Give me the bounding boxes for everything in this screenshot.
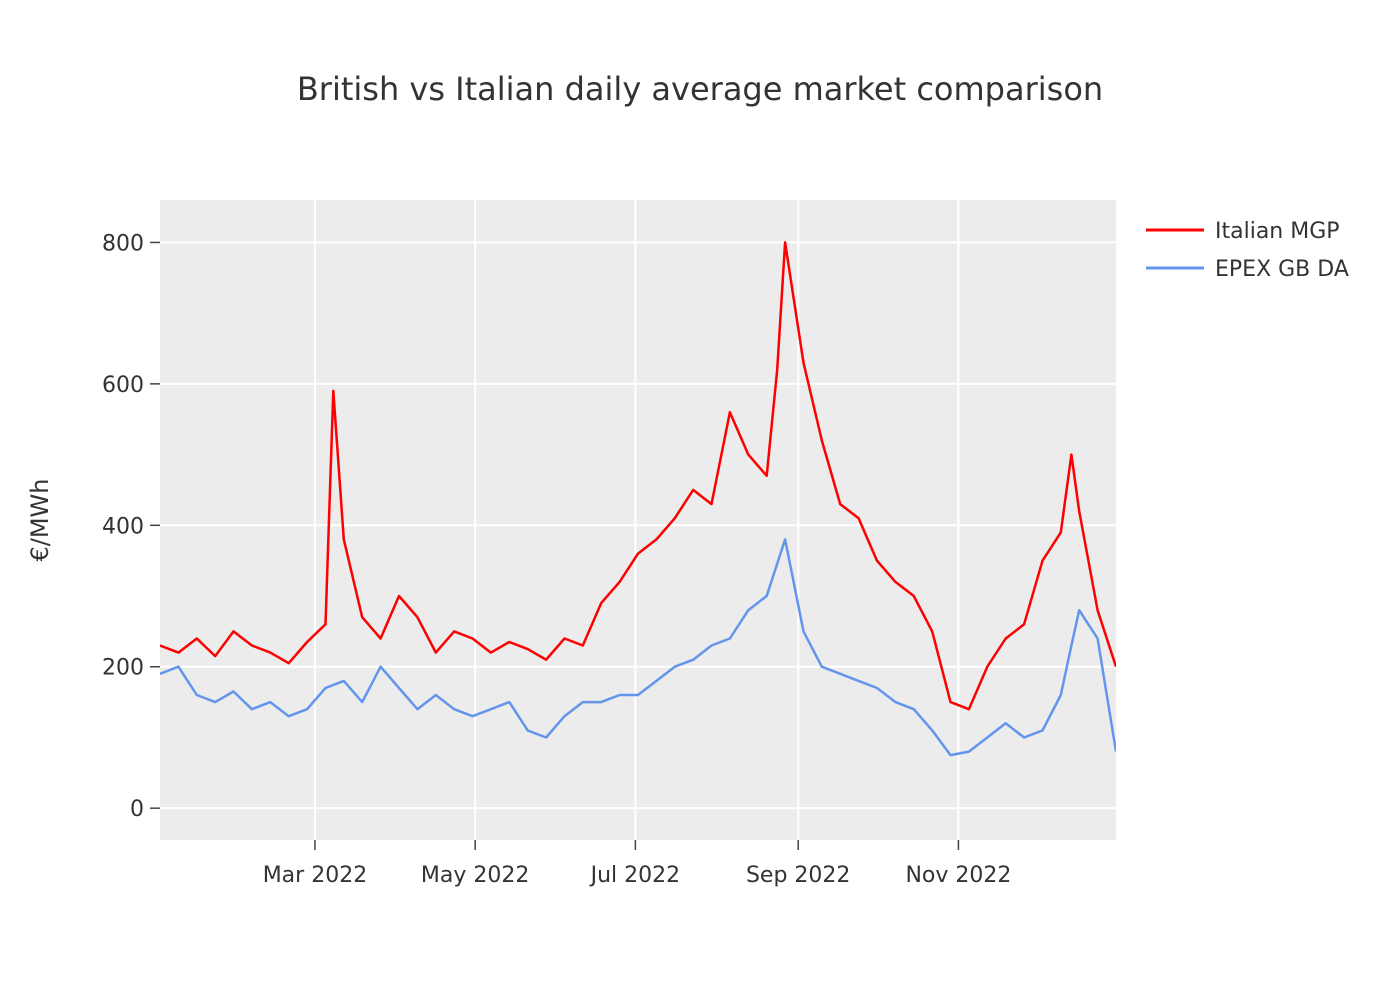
y-axis-label: €/MWh — [26, 478, 54, 561]
legend[interactable]: Italian MGP EPEX GB DA — [1146, 219, 1349, 282]
x-tick-label: Jul 2022 — [589, 863, 681, 888]
x-tick-label: Nov 2022 — [905, 863, 1011, 888]
x-tick-label: Mar 2022 — [263, 863, 368, 888]
y-tick-label: 200 — [102, 656, 144, 681]
y-gridlines — [160, 241, 1116, 810]
x-tick-label: May 2022 — [421, 863, 529, 888]
chart-title: British vs Italian daily average market … — [297, 70, 1103, 108]
legend-label: Italian MGP — [1215, 219, 1340, 244]
y-tick-label: 800 — [102, 231, 144, 256]
legend-label: EPEX GB DA — [1215, 257, 1349, 282]
y-axis-ticks: 0 200 400 600 800 — [102, 231, 160, 822]
y-tick-label: 600 — [102, 373, 144, 398]
series-line-epex-gb-da — [160, 538, 1116, 757]
legend-item[interactable]: EPEX GB DA — [1146, 257, 1349, 282]
legend-item[interactable]: Italian MGP — [1146, 219, 1340, 244]
y-tick-label: 400 — [102, 514, 144, 539]
plot-area — [160, 200, 1116, 840]
y-tick-label: 0 — [130, 797, 144, 822]
x-tick-label: Sep 2022 — [746, 863, 850, 888]
x-axis-ticks: Mar 2022 May 2022 Jul 2022 Sep 2022 Nov 2022 — [263, 840, 1011, 888]
x-gridlines — [313, 200, 960, 840]
series-layer — [160, 241, 1116, 757]
series-line-italian-mgp — [160, 241, 1116, 711]
